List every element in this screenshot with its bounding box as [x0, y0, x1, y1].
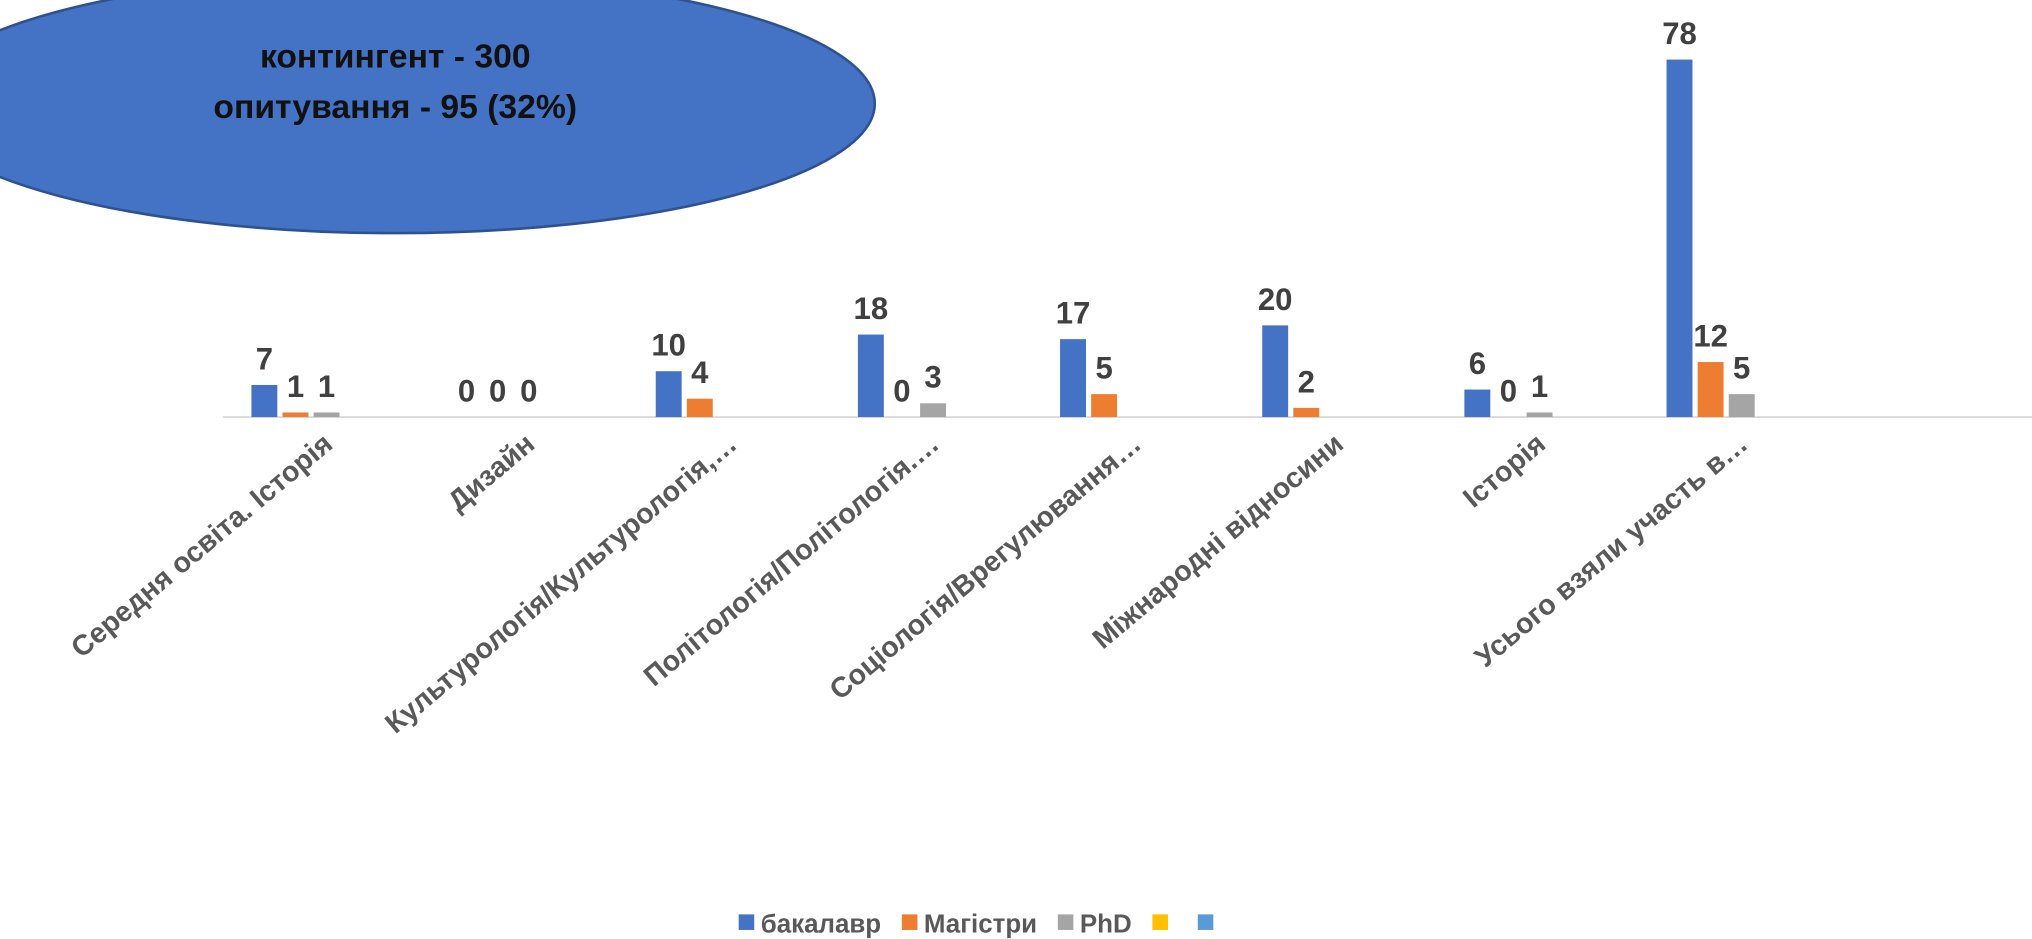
x-tick-label: Культурологія/Культурологія,…	[379, 428, 743, 740]
legend-swatch	[1057, 914, 1074, 930]
data-label: 12	[1693, 319, 1728, 354]
bar	[920, 403, 947, 418]
x-tick-label: Соціологія/Врегулювання…	[824, 428, 1148, 707]
legend-label: бакалавр	[761, 911, 881, 939]
annotation: контингент - 300	[260, 38, 531, 75]
bar	[251, 384, 278, 418]
bar	[857, 334, 884, 418]
data-label: 4	[691, 355, 709, 390]
legend-swatch	[901, 914, 918, 930]
x-tick-label: Середня освіта. Історія	[65, 428, 339, 665]
data-label: 3	[924, 360, 941, 395]
data-label: 0	[458, 374, 475, 409]
data-label: 20	[1258, 282, 1293, 317]
legend-label: PhD	[1080, 911, 1132, 939]
legend-swatch	[738, 914, 755, 930]
data-label: 0	[1500, 374, 1517, 409]
legend-label: Магістри	[924, 911, 1037, 939]
bar	[1091, 394, 1118, 418]
bar	[1526, 412, 1553, 418]
data-label: 7	[256, 341, 273, 376]
annotation: опитування - 95 (32%)	[213, 89, 577, 126]
bar	[1464, 389, 1491, 418]
data-label: 5	[1733, 351, 1750, 386]
legend-swatch	[1152, 914, 1168, 930]
x-tick-label: Історія	[1457, 428, 1552, 515]
data-label: 6	[1469, 346, 1486, 381]
legend-swatch	[1197, 914, 1214, 930]
data-label: 78	[1662, 16, 1697, 51]
data-label: 10	[651, 328, 686, 363]
bar	[1666, 59, 1693, 418]
bar	[1293, 407, 1320, 418]
data-label: 0	[893, 374, 910, 409]
data-label: 1	[1531, 369, 1548, 404]
data-label: 1	[318, 369, 335, 404]
data-label: 18	[854, 291, 889, 326]
bar	[1728, 394, 1755, 418]
bar	[655, 371, 682, 418]
data-label: 5	[1095, 351, 1112, 386]
data-label: 0	[489, 374, 506, 409]
bar	[1697, 362, 1724, 418]
data-label: 0	[520, 374, 537, 409]
x-tick-label: Дизайн	[442, 428, 541, 518]
bar	[686, 398, 713, 418]
bar	[1262, 325, 1289, 418]
bar	[282, 412, 309, 418]
annotation-bubble	[0, 0, 876, 235]
data-label: 2	[1298, 364, 1315, 399]
bar	[313, 412, 340, 418]
data-label: 1	[287, 369, 304, 404]
bar	[1060, 339, 1086, 418]
data-label: 17	[1056, 296, 1091, 331]
